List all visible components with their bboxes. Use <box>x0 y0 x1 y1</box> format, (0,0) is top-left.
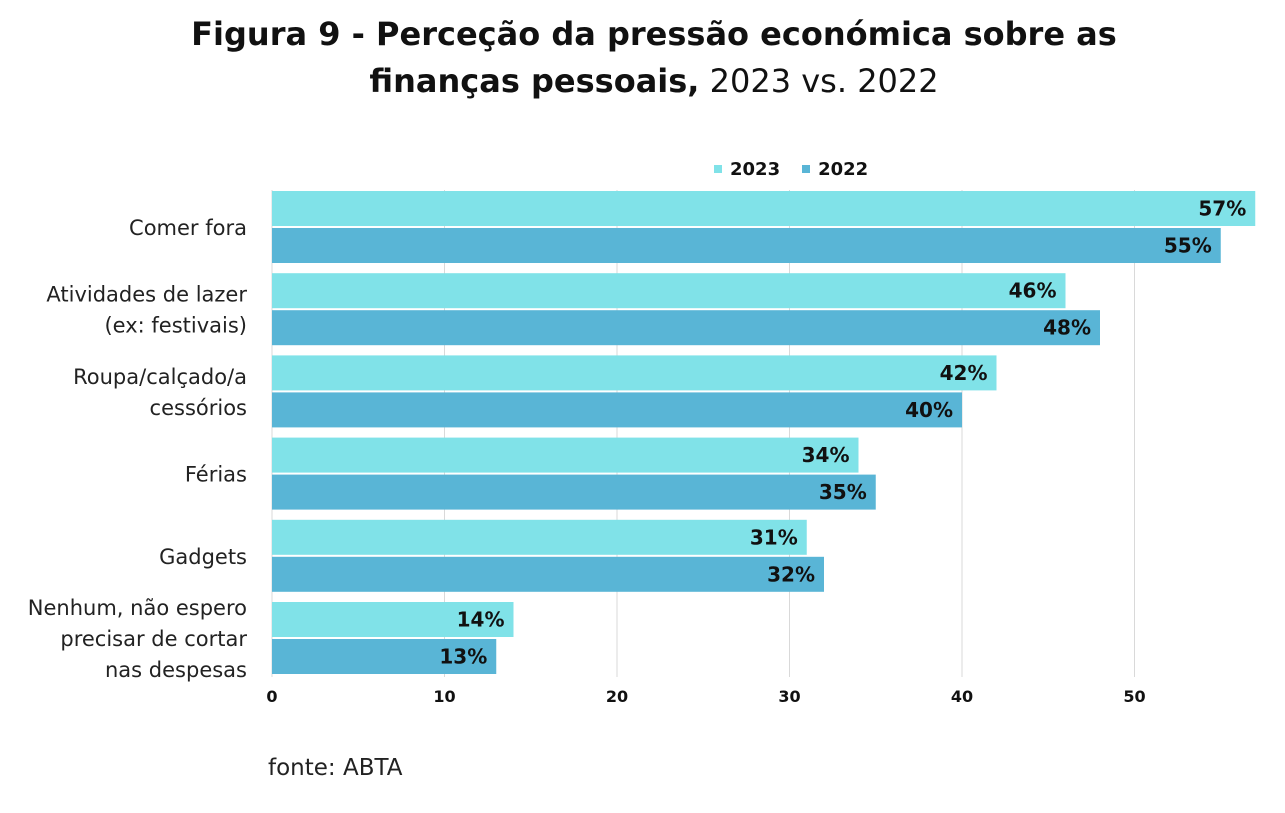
data-label: 42% <box>940 361 988 385</box>
legend-label-2022: 2022 <box>818 158 869 180</box>
bar-2022 <box>272 556 824 592</box>
data-label: 14% <box>457 608 505 632</box>
chart-title-line2: finanças pessoais, 2023 vs. 2022 <box>0 57 1285 105</box>
chart-title-bold: finanças pessoais, <box>369 62 700 100</box>
bars <box>272 191 1256 674</box>
bar-2023 <box>272 273 1066 309</box>
category-labels: Comer fora Atividades de lazer (ex: festiv… <box>28 216 248 682</box>
bar-2022 <box>272 228 1221 263</box>
bar-2023 <box>272 191 1256 226</box>
bar-2023 <box>272 437 859 473</box>
bar-2023 <box>272 519 807 555</box>
x-tick-label: 10 <box>433 687 455 706</box>
category-label: Nenhum, não espero <box>28 596 247 620</box>
data-label: 31% <box>750 525 798 549</box>
bar-2023 <box>272 602 514 637</box>
category-label: Férias <box>185 463 247 487</box>
data-label: 48% <box>1043 316 1091 340</box>
data-label: 32% <box>767 562 815 586</box>
category-label: Roupa/calçado/a <box>73 365 247 389</box>
legend-swatch-2023 <box>714 165 722 173</box>
legend-item-2023: 2023 <box>714 159 780 180</box>
bar-2022 <box>272 310 1100 346</box>
data-label: 46% <box>1009 279 1057 303</box>
x-tick-label: 0 <box>266 687 277 706</box>
data-label: 55% <box>1164 234 1212 258</box>
bar-2022 <box>272 392 962 428</box>
x-tick-label: 40 <box>951 687 973 706</box>
category-label: cessórios <box>150 396 247 420</box>
value-labels: 57% 55% 46% 48% 42% 40% 34% 35% 31% 32% 14% 13% <box>439 197 1246 669</box>
gridlines <box>271 190 1135 677</box>
category-label: Gadgets <box>159 545 247 569</box>
bar-2022 <box>272 639 497 674</box>
x-tick-label: 20 <box>606 687 628 706</box>
category-label: Comer fora <box>129 216 247 240</box>
bar-2022 <box>272 474 876 510</box>
legend-swatch-2022 <box>802 165 811 173</box>
data-label: 34% <box>802 443 850 467</box>
category-label: Atividades de lazer <box>46 283 247 307</box>
chart-title: Figura 9 - Perceção da pressão económica… <box>191 15 1117 53</box>
source-note: fonte: ABTA <box>268 755 403 781</box>
data-label: 13% <box>439 645 487 669</box>
x-tick-label: 30 <box>778 687 800 706</box>
category-label: (ex: festivais) <box>104 314 247 338</box>
category-label: nas despesas <box>105 658 247 682</box>
data-label: 40% <box>905 398 953 422</box>
legend-label-2023: 2023 <box>730 158 781 180</box>
legend-item-2022: 2022 <box>802 159 868 180</box>
data-label: 57% <box>1198 197 1246 221</box>
bar-2023 <box>272 355 997 391</box>
category-label: precisar de cortar <box>60 627 247 651</box>
x-tick-label: 50 <box>1123 687 1145 706</box>
x-axis-ticks: 0 10 20 30 40 50 <box>266 687 1145 706</box>
legend: 2023 2022 <box>714 157 890 181</box>
chart-title-years: 2023 vs. 2022 <box>699 62 939 100</box>
data-label: 35% <box>819 480 867 504</box>
